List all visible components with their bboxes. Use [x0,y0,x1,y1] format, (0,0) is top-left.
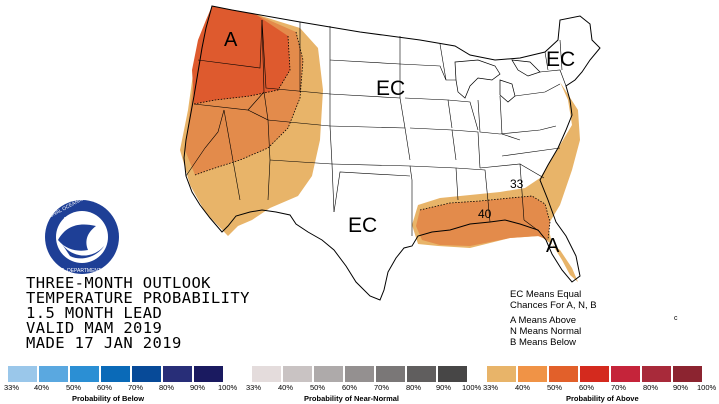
title-line-5: MADE 17 JAN 2019 [26,334,182,352]
legend-chances: Chances For A, N, B [510,300,597,311]
above-40-region-gulf [416,196,550,246]
scale-below-label: 70% [128,383,144,392]
great-lakes [454,59,541,103]
map-label-ec-northeast: EC [546,48,575,71]
scale-above-swatch [487,366,516,382]
scale-normal-label: 60% [342,383,358,392]
scale-above-label: 33% [483,383,499,392]
scale-below-label: 90% [190,383,206,392]
scale-below-bar [8,366,225,382]
scale-above-label: 60% [579,383,595,392]
legend-n-means: N Means Normal [510,326,582,337]
scale-above-swatch [642,366,671,382]
title-line-2: TEMPERATURE PROBABILITY [26,289,250,307]
us-outline [183,5,601,301]
title-line-3: 1.5 MONTH LEAD [26,304,163,322]
scale-normal-swatch [376,366,405,382]
scale-below-caption: Probability of Below [72,394,145,403]
scale-above-swatch [518,366,547,382]
scale-normal-swatch [345,366,374,382]
scale-below-swatch [8,366,37,382]
scale-normal-label: 50% [310,383,326,392]
noaa-logo-text: NOAA [64,217,79,223]
scale-normal-swatch [283,366,312,382]
scale-below-label: 33% [4,383,20,392]
scale-below-label: 50% [66,383,82,392]
title-line-4: VALID MAM 2019 [26,319,163,337]
scale-above-swatch [580,366,609,382]
contour-label-33: 33 [510,177,524,191]
map-label-a-northwest: A [224,29,238,51]
map-label-ec-north-central: EC [376,77,405,100]
scale-normal-label: 80% [406,383,422,392]
legend-a-means: A Means Above [510,315,577,326]
us-outlook-map: A EC EC EC A 33 40 NOAA NATIONAL OCEANIC… [39,5,678,322]
scale-below-swatch [163,366,192,382]
scale-normal-swatch [438,366,467,382]
scale-normal-label: 90% [436,383,452,392]
scale-below-swatch [70,366,99,382]
scale-normal-bar [252,366,469,382]
scale-normal-swatch [407,366,436,382]
map-label-a-southeast: A [546,235,560,257]
scale-above-label: 100% [697,383,717,392]
scale-above-label: 80% [643,383,659,392]
outlook-title: THREE-MONTH OUTLOOK TEMPERATURE PROBABIL… [26,274,250,352]
legend-b-means: B Means Below [510,337,577,348]
state-boundaries [185,19,567,236]
legend-ec-means: EC Means Equal [510,289,582,300]
contour-label-40: 40 [478,207,492,221]
scale-normal-swatch [252,366,281,382]
map-legend-text: EC Means Equal Chances For A, N, B A Mea… [510,289,597,348]
scale-above-label: 70% [611,383,627,392]
scale-above-swatch [549,366,578,382]
scale-above-swatch [673,366,702,382]
scale-below-label: 100% [218,383,238,392]
map-mark-c: c [674,315,678,322]
scale-normal-label: 40% [278,383,294,392]
scale-above-caption: Probability of Above [566,394,639,403]
scale-normal-caption: Probability of Near-Normal [304,394,400,403]
scale-below-swatch [194,366,223,382]
scale-below-swatch [132,366,161,382]
scale-below-swatch [101,366,130,382]
scale-above-label: 40% [515,383,531,392]
scale-normal-label: 70% [374,383,390,392]
scale-above-label: 90% [673,383,689,392]
map-label-ec-south-central: EC [348,214,377,237]
scale-below-label: 80% [159,383,175,392]
scale-above-swatch [611,366,640,382]
scale-below-label: 60% [97,383,113,392]
noaa-ring-text-bottom: U.S. DEPARTMENT OF COMMERCE [56,268,141,274]
scale-below-label: 40% [34,383,50,392]
scale-above-bar [487,366,704,382]
probability-contours [193,31,551,241]
noaa-logo: NOAA NATIONAL OCEANIC AND ATMOSPHERIC AD… [39,153,166,274]
title-line-1: THREE-MONTH OUTLOOK [26,274,211,292]
scale-normal-label: 33% [246,383,262,392]
scale-above-label: 50% [547,383,563,392]
scale-normal-label: 100% [462,383,482,392]
scale-below-swatch [39,366,68,382]
scale-normal-swatch [314,366,343,382]
